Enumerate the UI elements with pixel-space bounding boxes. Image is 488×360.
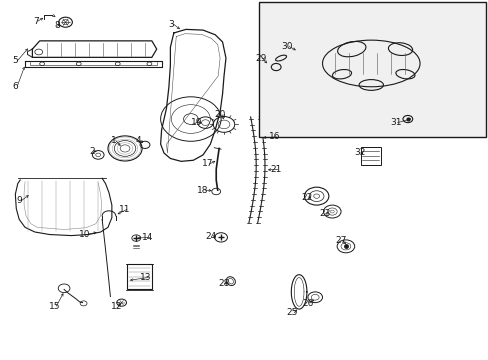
Text: 17: 17 xyxy=(202,159,213,168)
Bar xyxy=(360,147,380,165)
Text: 26: 26 xyxy=(302,298,313,307)
Text: 13: 13 xyxy=(140,273,151,282)
Text: 6: 6 xyxy=(12,82,18,91)
Text: 16: 16 xyxy=(268,132,280,141)
Text: 27: 27 xyxy=(335,237,346,246)
Bar xyxy=(127,264,152,289)
Text: 20: 20 xyxy=(214,110,225,119)
Bar xyxy=(259,3,485,137)
Text: 25: 25 xyxy=(286,308,297,317)
Text: 9: 9 xyxy=(16,196,22,205)
Text: 11: 11 xyxy=(119,205,130,214)
Text: 29: 29 xyxy=(254,54,266,63)
Text: 1: 1 xyxy=(111,136,117,145)
Text: 19: 19 xyxy=(191,118,203,127)
Text: 12: 12 xyxy=(111,302,122,311)
Text: 18: 18 xyxy=(197,185,208,194)
Text: 5: 5 xyxy=(12,57,18,66)
Text: 24: 24 xyxy=(205,232,217,241)
Text: 30: 30 xyxy=(281,42,293,51)
Text: 3: 3 xyxy=(168,19,174,28)
Text: 31: 31 xyxy=(389,118,401,127)
Text: 14: 14 xyxy=(142,233,153,242)
Text: 22: 22 xyxy=(301,193,312,202)
Text: 2: 2 xyxy=(89,147,95,156)
Text: 21: 21 xyxy=(270,165,281,174)
Text: 8: 8 xyxy=(54,21,60,30)
Text: 15: 15 xyxy=(48,302,60,311)
Text: 32: 32 xyxy=(353,148,365,157)
Text: 10: 10 xyxy=(79,230,90,239)
Text: 28: 28 xyxy=(218,279,229,288)
Text: 23: 23 xyxy=(319,209,330,218)
Text: 7: 7 xyxy=(33,17,39,26)
Text: 4: 4 xyxy=(136,136,141,145)
